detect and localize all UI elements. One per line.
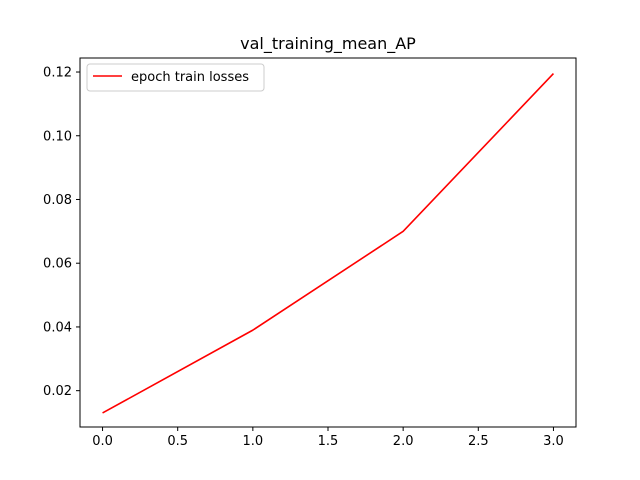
axes-frame: [79, 57, 577, 428]
x-tick-label: 2.5: [468, 434, 489, 449]
legend-label: epoch train losses: [131, 70, 249, 85]
x-axis: 0.0 0.5 1.0 1.5 2.0 2.5 3.0: [92, 427, 564, 449]
y-tick-label: 0.06: [43, 257, 72, 272]
series-line: [102, 73, 555, 414]
x-tick-label: 2.0: [393, 434, 414, 449]
series-layer: [102, 73, 555, 414]
x-tick-label: 1.5: [318, 434, 339, 449]
chart-title: val_training_mean_AP: [240, 34, 416, 54]
x-tick-label: 0.5: [167, 434, 188, 449]
y-tick-label: 0.02: [43, 384, 72, 399]
y-tick-label: 0.08: [43, 193, 72, 208]
legend: epoch train losses: [86, 63, 265, 92]
y-axis: 0.02 0.04 0.06 0.08 0.10 0.12: [43, 66, 80, 399]
y-tick-label: 0.12: [43, 66, 72, 81]
legend-box: [86, 63, 265, 92]
y-tick-label: 0.04: [43, 320, 72, 335]
x-tick-label: 1.0: [243, 434, 264, 449]
x-tick-label: 0.0: [92, 434, 113, 449]
x-tick-label: 3.0: [543, 434, 564, 449]
plot-area: [79, 57, 577, 428]
y-tick-label: 0.10: [43, 129, 72, 144]
